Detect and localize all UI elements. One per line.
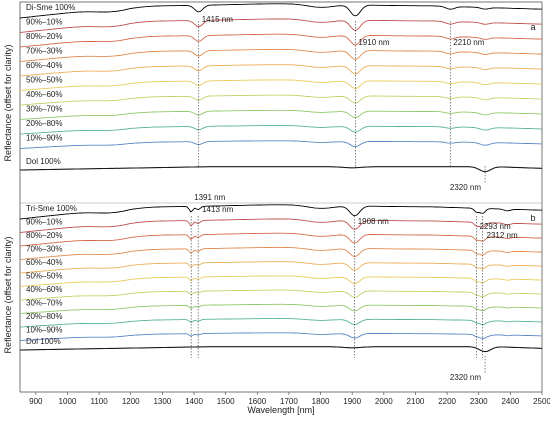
x-tick-label-5: 1400 xyxy=(185,397,203,406)
x-axis-ticks: 900 1000 1100 1200 1300 1400 1500 1600 1700 1800 1… xyxy=(29,392,550,406)
x-tick-label-10: 1900 xyxy=(343,397,361,406)
panel-label-b: b xyxy=(530,213,535,223)
series-label-b-6: 40%–60% xyxy=(26,285,62,294)
feature-label-a-2: 2210 nm xyxy=(453,38,484,47)
series-label-b-7: 30%–70% xyxy=(26,299,62,308)
series-label-b-8: 20%–80% xyxy=(26,312,62,321)
x-tick-label-1: 1000 xyxy=(59,397,77,406)
series-group-a xyxy=(19,3,543,173)
series-label-b-9: 10%–90% xyxy=(26,326,62,335)
series-line-a-0 xyxy=(19,3,543,19)
series-line-b-0 xyxy=(19,204,543,220)
x-tick-label-0: 900 xyxy=(29,397,43,406)
x-tick-label-7: 1600 xyxy=(248,397,266,406)
x-tick-label-3: 1200 xyxy=(122,397,140,406)
x-tick-label-11: 2000 xyxy=(375,397,393,406)
series-label-a-0: Di-Sme 100% xyxy=(26,3,75,12)
series-line-a-4 xyxy=(19,64,543,77)
x-tick-label-4: 1300 xyxy=(153,397,171,406)
feature-label-b-1: 1413 nm xyxy=(202,205,233,214)
series-label-a-8: 20%–80% xyxy=(26,119,62,128)
x-tick-label-16: 2500 xyxy=(533,397,550,406)
feature-label-b-0: 1391 nm xyxy=(194,193,225,202)
x-tick-label-14: 2300 xyxy=(470,397,488,406)
series-line-b-9 xyxy=(19,332,543,341)
panel-label-a: a xyxy=(530,22,535,32)
feature-label-a-1: 1910 nm xyxy=(358,38,389,47)
series-label-a-1: 90%–10% xyxy=(26,18,62,27)
series-label-b-3: 70%–30% xyxy=(26,245,62,254)
series-line-b-7 xyxy=(19,303,543,314)
series-line-a-6 xyxy=(19,94,543,106)
plot-frame xyxy=(19,1,543,393)
series-label-b-10: Dol 100% xyxy=(26,337,61,346)
y-axis-label-b: Reflectance (offset for clarity) xyxy=(3,237,13,354)
series-line-b-4 xyxy=(19,261,543,274)
series-group-b xyxy=(19,204,543,353)
feature-label-b-2: 1908 nm xyxy=(358,217,389,226)
series-label-b-0: Tri-Sme 100% xyxy=(26,204,77,213)
x-tick-label-15: 2400 xyxy=(501,397,519,406)
series-line-b-1 xyxy=(19,218,543,233)
feature-label-b-3: 2293 nm xyxy=(480,222,511,231)
feature-label-b-5: 2320 nm xyxy=(450,373,481,382)
series-label-a-9: 10%–90% xyxy=(26,134,62,143)
series-label-a-4: 60%–40% xyxy=(26,61,62,70)
series-line-b-3 xyxy=(19,246,543,260)
series-label-b-4: 60%–40% xyxy=(26,258,62,267)
feature-label-a-0: 1415 nm xyxy=(202,15,233,24)
series-label-a-6: 40%–60% xyxy=(26,90,62,99)
series-line-a-2 xyxy=(19,33,542,48)
series-line-b-2 xyxy=(19,232,542,247)
series-label-a-10: Dol 100% xyxy=(26,157,61,166)
x-tick-label-12: 2100 xyxy=(407,397,425,406)
feature-markers: 1415 nm 1910 nm 2210 nm 2320 nm 1391 nm 1413 … xyxy=(190,15,518,382)
x-tick-label-9: 1800 xyxy=(312,397,330,406)
feature-label-a-3: 2320 nm xyxy=(450,183,481,192)
series-line-a-10 xyxy=(20,166,542,173)
series-label-b-1: 90%–10% xyxy=(26,218,62,227)
series-label-a-5: 50%–50% xyxy=(26,76,62,85)
x-tick-label-6: 1500 xyxy=(217,397,235,406)
x-axis-label: Wavelength [nm] xyxy=(247,405,314,415)
feature-label-b-4: 2312 nm xyxy=(487,231,518,240)
series-line-a-3 xyxy=(19,48,543,62)
series-label-a-2: 80%–20% xyxy=(26,32,62,41)
series-line-a-1 xyxy=(19,18,543,33)
series-line-a-5 xyxy=(19,79,542,91)
x-tick-label-2: 1100 xyxy=(90,397,108,406)
series-line-b-8 xyxy=(19,318,542,328)
series-label-b-5: 50%–50% xyxy=(26,272,62,281)
series-label-a-7: 30%–70% xyxy=(26,105,62,114)
y-axis-label-a: Reflectance (offset for clarity) xyxy=(3,45,13,162)
series-line-b-10 xyxy=(20,346,543,353)
x-tick-label-8: 1700 xyxy=(280,397,298,406)
series-labels-a: Di-Sme 100% 90%–10% 80%–20% 70%–30% 60%–40% 5… xyxy=(26,3,75,166)
series-line-b-6 xyxy=(19,289,543,301)
series-label-a-3: 70%–30% xyxy=(26,47,62,56)
series-line-b-5 xyxy=(19,275,542,287)
series-line-a-7 xyxy=(19,109,543,120)
series-label-b-2: 80%–20% xyxy=(26,231,62,240)
series-line-a-9 xyxy=(19,140,543,149)
series-line-a-8 xyxy=(19,125,542,135)
x-tick-label-13: 2200 xyxy=(438,397,456,406)
series-labels-b: Tri-Sme 100% 90%–10% 80%–20% 70%–30% 60%–40%… xyxy=(26,204,77,346)
